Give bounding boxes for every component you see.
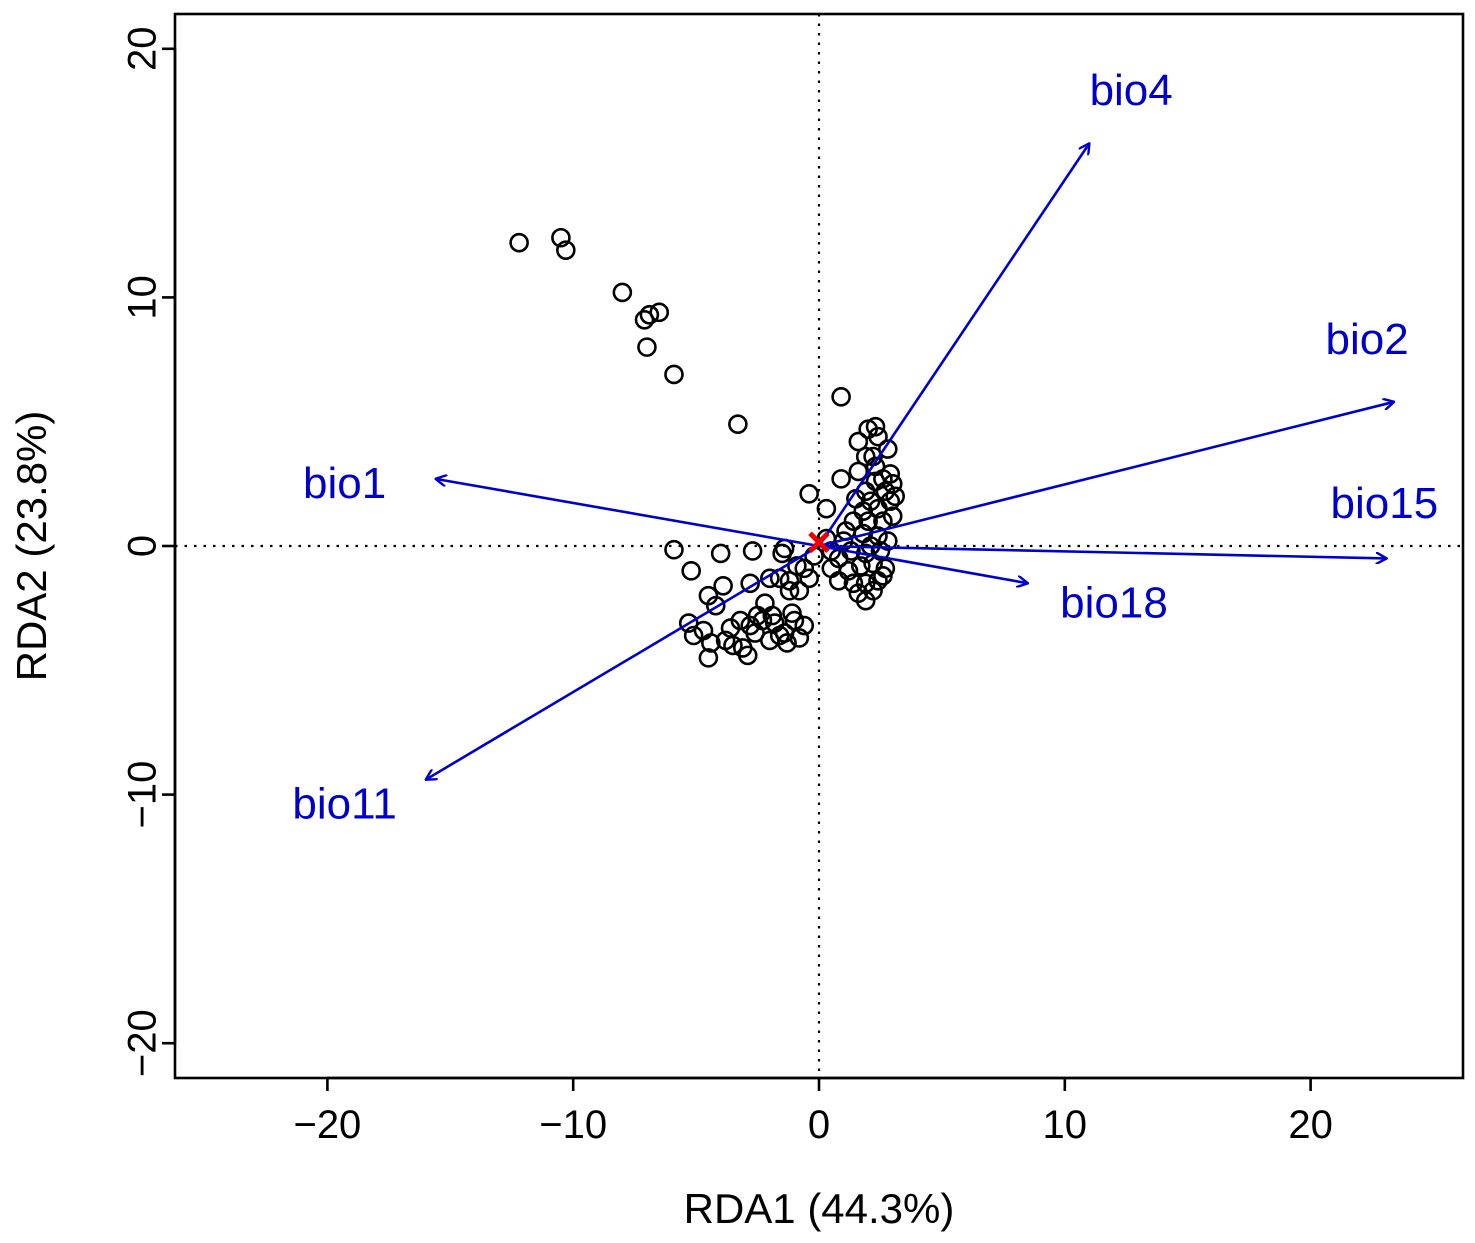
y-tick-label: −20 — [121, 1009, 165, 1077]
site-point — [664, 364, 684, 385]
site-point — [634, 309, 655, 330]
site-point — [882, 506, 903, 526]
site-point — [698, 648, 719, 668]
site-point — [782, 603, 802, 623]
x-tick-label: −20 — [293, 1103, 361, 1147]
site-point — [715, 630, 736, 651]
site-point — [868, 426, 888, 447]
site-point — [843, 573, 864, 594]
arrow-bio1 — [436, 479, 820, 548]
arrow-label-bio15: bio15 — [1331, 479, 1439, 528]
site-point — [755, 593, 775, 613]
site-point — [556, 240, 576, 260]
y-axis-title: RDA2 (23.8%) — [8, 411, 55, 682]
site-point — [701, 633, 721, 653]
site-point — [858, 511, 878, 531]
site-point — [681, 561, 701, 581]
site-point — [664, 539, 684, 560]
site-point — [831, 469, 851, 489]
y-axis: −20 10 0 −10 20 — [121, 27, 177, 1077]
y-tick-label: 0 — [121, 535, 165, 557]
arrow-label-bio2: bio2 — [1326, 315, 1409, 364]
site-point — [865, 471, 886, 492]
site-point — [730, 610, 751, 631]
arrow-label-bio18: bio18 — [1060, 578, 1168, 627]
site-point — [713, 575, 733, 596]
site-point — [742, 541, 763, 561]
y-tick-label: 10 — [121, 275, 165, 320]
site-point — [875, 481, 896, 502]
site-point — [880, 491, 901, 512]
site-point — [764, 613, 785, 633]
site-point — [850, 556, 871, 576]
centroid — [808, 531, 830, 554]
x-tick-label: 20 — [1288, 1103, 1333, 1147]
site-point — [838, 561, 859, 581]
site-points — [509, 227, 905, 668]
arrow-bio11 — [426, 544, 820, 780]
site-point — [789, 580, 810, 601]
x-tick-label: 10 — [1043, 1103, 1088, 1147]
site-point — [740, 615, 760, 636]
arrow-bio4 — [817, 143, 1089, 547]
site-point — [772, 543, 792, 564]
x-tick-label: −10 — [539, 1103, 607, 1147]
site-point — [779, 580, 800, 601]
site-point — [509, 232, 529, 253]
site-point — [853, 501, 874, 521]
site-point — [612, 282, 633, 303]
arrow-label-bio11: bio11 — [292, 780, 396, 829]
site-point — [705, 595, 726, 616]
centroid-marker — [808, 531, 830, 554]
biplot-arrows: bio4 bio2 bio1 bio15 bio18 bio11 — [292, 66, 1438, 828]
y-tick-label: 20 — [121, 27, 165, 72]
arrow-bio18 — [818, 544, 1028, 583]
site-point — [855, 590, 876, 611]
site-point — [873, 566, 893, 586]
site-point — [774, 623, 795, 643]
arrow-label-bio4: bio4 — [1090, 66, 1173, 115]
site-point — [865, 416, 886, 437]
site-point — [760, 568, 780, 589]
site-point — [799, 483, 819, 504]
arrow-bio2 — [818, 402, 1394, 548]
site-point — [639, 305, 660, 325]
site-point — [828, 571, 849, 591]
site-point — [728, 414, 748, 434]
site-point — [848, 461, 869, 482]
y-tick-label: −10 — [121, 761, 165, 829]
x-tick-label: 0 — [808, 1103, 830, 1147]
site-point — [737, 645, 758, 666]
site-point — [637, 337, 657, 357]
site-point — [551, 227, 571, 248]
x-axis: −20 −10 0 10 20 — [293, 1076, 1333, 1147]
site-point — [693, 620, 714, 641]
site-point — [868, 571, 888, 591]
x-axis-title: RDA1 (44.3%) — [684, 1185, 955, 1232]
site-point — [831, 387, 851, 407]
arrow-label-bio1: bio1 — [303, 459, 386, 508]
arrow-bio15 — [818, 544, 1387, 558]
site-point — [794, 615, 815, 636]
site-point — [710, 543, 731, 564]
site-point — [787, 556, 807, 576]
site-point — [816, 498, 837, 519]
site-point — [683, 625, 704, 646]
site-point — [885, 486, 905, 507]
site-point — [799, 568, 819, 589]
